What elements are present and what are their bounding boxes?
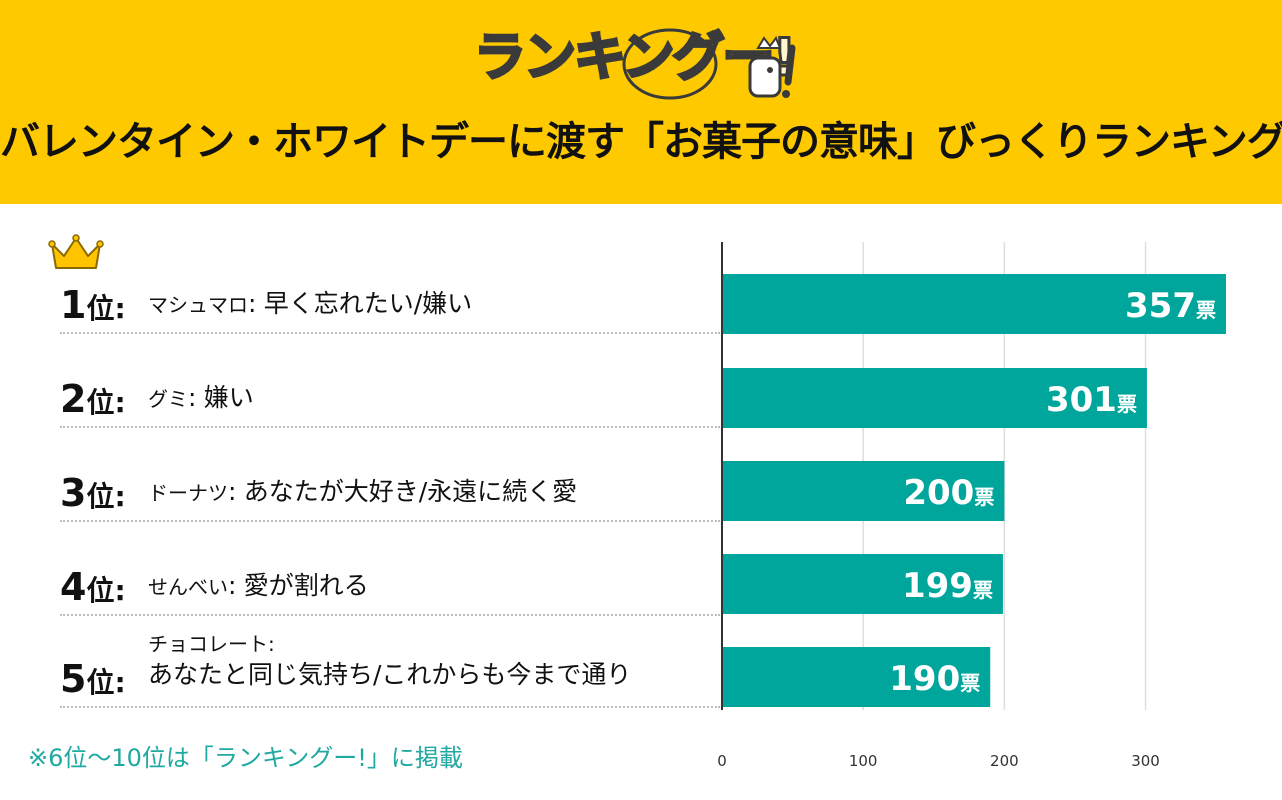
- chicken-mascot-icon: [622, 28, 796, 100]
- rank-number: 2位:: [60, 377, 126, 421]
- x-tick-label: 0: [717, 752, 727, 770]
- logo: ランキングー!: [458, 18, 818, 110]
- rank-row-4: 4位: せんべい: 愛が割れる: [60, 562, 720, 616]
- bar: [722, 647, 991, 707]
- rank-label: せんべい: 愛が割れる: [148, 571, 369, 600]
- bar: [722, 461, 1005, 521]
- crown-icon: [48, 234, 104, 269]
- x-tick-label: 300: [1131, 752, 1160, 770]
- bar-value-label: 199票: [902, 566, 993, 606]
- bar-value-label: 301票: [1046, 380, 1137, 420]
- x-tick-label: 200: [990, 752, 1019, 770]
- footnote: ※6位〜10位は「ランキングー!」に掲載: [28, 744, 463, 772]
- header-banner: ランキングー! バレンタイン・ホワイトデーに渡す「お菓子の意味」びっくりランキン…: [0, 0, 1282, 204]
- rank-row-2: 2位: グミ: 嫌い: [60, 374, 720, 428]
- page-title: バレンタイン・ホワイトデーに渡す「お菓子の意味」びっくりランキング: [0, 119, 1282, 165]
- rank-number: 3位:: [60, 471, 126, 515]
- rank-label: グミ: 嫌い: [148, 383, 254, 412]
- bar-value-label: 357票: [1125, 286, 1216, 326]
- rank-label: マシュマロ: 早く忘れたい/嫌い: [148, 289, 473, 318]
- bar-value-label: 200票: [903, 473, 994, 513]
- rank-number: 1位:: [60, 283, 126, 327]
- bar-value-label: 190票: [889, 659, 980, 699]
- bar: [722, 554, 1003, 614]
- rank-label: ドーナツ: あなたが大好き/永遠に続く愛: [148, 477, 578, 506]
- x-tick-label: 100: [849, 752, 878, 770]
- bar: [722, 368, 1147, 428]
- rank-number: 5位:: [60, 657, 126, 701]
- rank-row-5: 5位: チョコレート: あなたと同じ気持ち/これからも今まで通り: [60, 626, 720, 708]
- rank-label: チョコレート: あなたと同じ気持ち/これからも今まで通り: [148, 632, 632, 689]
- bar: [722, 274, 1226, 334]
- logo-text: ランキングー!: [472, 28, 797, 88]
- rank-row-1: 1位: マシュマロ: 早く忘れたい/嫌い: [60, 280, 720, 334]
- rank-number: 4位:: [60, 565, 126, 609]
- rank-row-3: 3位: ドーナツ: あなたが大好き/永遠に続く愛: [60, 468, 720, 522]
